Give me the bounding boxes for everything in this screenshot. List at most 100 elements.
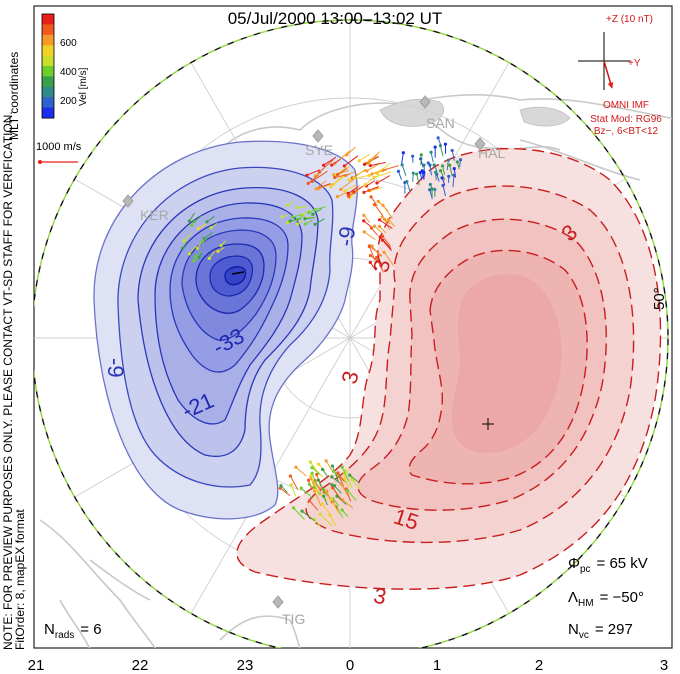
station-ker: KER bbox=[122, 194, 169, 223]
velocity-vector bbox=[452, 173, 456, 188]
velocity-vector bbox=[434, 170, 438, 181]
velocity-vector bbox=[343, 184, 357, 193]
velocity-vector bbox=[440, 164, 446, 175]
velocity-vector bbox=[193, 250, 202, 259]
velocity-vector bbox=[372, 203, 384, 216]
mlt-axis: 21 22 23 0 1 2 3 bbox=[28, 657, 669, 674]
velocity-vector bbox=[426, 161, 432, 170]
imf-source: OMNI IMF bbox=[603, 100, 649, 111]
imf-model: Stat Mod: RG96 bbox=[590, 114, 662, 125]
velocity-vector bbox=[369, 195, 378, 207]
velocity-vector bbox=[380, 238, 393, 252]
station-tig-label: TIG bbox=[282, 611, 305, 627]
velocity-vector bbox=[195, 242, 202, 250]
velocity-vector bbox=[314, 488, 328, 502]
velocity-vector bbox=[448, 163, 453, 176]
velocity-vector bbox=[447, 174, 451, 183]
velocity-vector bbox=[452, 166, 457, 178]
velocity-vector bbox=[377, 224, 387, 234]
velocity-vector bbox=[310, 170, 328, 184]
station-tig: TIG bbox=[272, 595, 305, 627]
velocity-vector bbox=[411, 154, 415, 163]
velocity-vector bbox=[362, 230, 376, 241]
velocity-vector bbox=[307, 499, 319, 511]
colorbar-tick-400: 400 bbox=[60, 67, 77, 78]
mlt-tick-0: 0 bbox=[346, 657, 354, 674]
velocity-vector bbox=[381, 203, 393, 219]
velocity-vector bbox=[200, 238, 207, 244]
velocity-vector bbox=[190, 219, 197, 228]
station-san-label: SAN bbox=[426, 115, 455, 131]
velocity-vector bbox=[196, 223, 207, 231]
velocity-vector bbox=[286, 200, 295, 207]
colorbar-segment bbox=[42, 34, 54, 46]
velocity-vector bbox=[374, 255, 384, 273]
velocity-vector bbox=[439, 169, 446, 181]
velocity-vector bbox=[299, 486, 314, 499]
velocity-vector bbox=[340, 465, 349, 481]
velocity-vector bbox=[306, 174, 320, 185]
velocity-vector bbox=[367, 155, 378, 165]
scale-vector: 1000 m/s bbox=[36, 141, 82, 164]
velocity-vector bbox=[418, 170, 423, 180]
velocity-vector bbox=[352, 169, 365, 180]
velocity-vector bbox=[308, 460, 317, 470]
velocity-vector bbox=[329, 497, 339, 515]
colorbar-segment bbox=[42, 45, 54, 57]
velocity-vector bbox=[309, 474, 318, 490]
velocity-vector bbox=[322, 494, 328, 506]
velocity-vector bbox=[422, 171, 426, 180]
velocity-vector bbox=[290, 214, 303, 219]
latitude-label: 50° bbox=[651, 287, 668, 310]
velocity-vector bbox=[345, 146, 356, 157]
velocity-vector bbox=[436, 136, 442, 147]
velocity-vector bbox=[375, 175, 391, 185]
velocity-vector bbox=[380, 215, 391, 225]
velocity-vector bbox=[362, 213, 370, 223]
velocity-vector bbox=[321, 156, 337, 167]
station-sye-label: SYE bbox=[305, 142, 333, 158]
velocity-vector bbox=[330, 486, 343, 501]
stat-n-rads: Nrads = 6 bbox=[44, 621, 102, 641]
velocity-vector bbox=[294, 465, 307, 477]
velocity-vector bbox=[368, 161, 386, 168]
velocity-vector bbox=[307, 207, 318, 215]
landmass bbox=[379, 98, 571, 127]
velocity-vector bbox=[180, 241, 188, 250]
velocity-vector bbox=[339, 178, 355, 192]
velocity-vector bbox=[367, 187, 379, 192]
station-san: SAN bbox=[419, 95, 455, 131]
velocity-vector bbox=[317, 159, 334, 174]
velocity-vector bbox=[396, 169, 403, 180]
velocity-vector bbox=[187, 212, 195, 223]
velocity-vector bbox=[202, 231, 214, 240]
mlt-tick-22: 22 bbox=[132, 657, 149, 674]
velocity-vector bbox=[316, 462, 326, 472]
velocity-vector bbox=[328, 513, 337, 527]
velocity-vector bbox=[300, 509, 315, 522]
velocity-vector bbox=[433, 145, 437, 158]
velocity-vector bbox=[311, 208, 323, 216]
map-statistics: Φpc = 65 kV ΛHM = −50° Nvc = 297 Nrads = 6 bbox=[44, 555, 648, 641]
velocity-vector bbox=[428, 182, 434, 191]
map-title: 05/Jul/2000 13:00–13:02 UT bbox=[228, 9, 443, 28]
contour-label-pos-3b: 3 bbox=[368, 257, 395, 274]
velocity-vector bbox=[316, 478, 326, 494]
velocity-vector bbox=[342, 476, 350, 488]
velocity-vector bbox=[320, 467, 329, 478]
contour-label-neg-9a: -9 bbox=[103, 358, 128, 378]
velocity-vector bbox=[347, 185, 364, 198]
mlt-tick-1: 1 bbox=[433, 657, 441, 674]
velocity-colorbar: 600 400 200 Vel [m/s] bbox=[41, 13, 89, 119]
velocity-vector bbox=[336, 471, 345, 482]
velocity-vector bbox=[340, 482, 349, 497]
velocity-vector bbox=[304, 219, 313, 226]
colorbar-label: Vel [m/s] bbox=[78, 67, 89, 106]
velocity-vector bbox=[280, 214, 289, 219]
velocity-vector bbox=[378, 218, 393, 230]
velocity-vector bbox=[375, 162, 390, 176]
velocity-vector bbox=[318, 512, 333, 527]
colorbar-tick-600: 600 bbox=[60, 38, 77, 49]
velocity-vector bbox=[372, 224, 382, 233]
